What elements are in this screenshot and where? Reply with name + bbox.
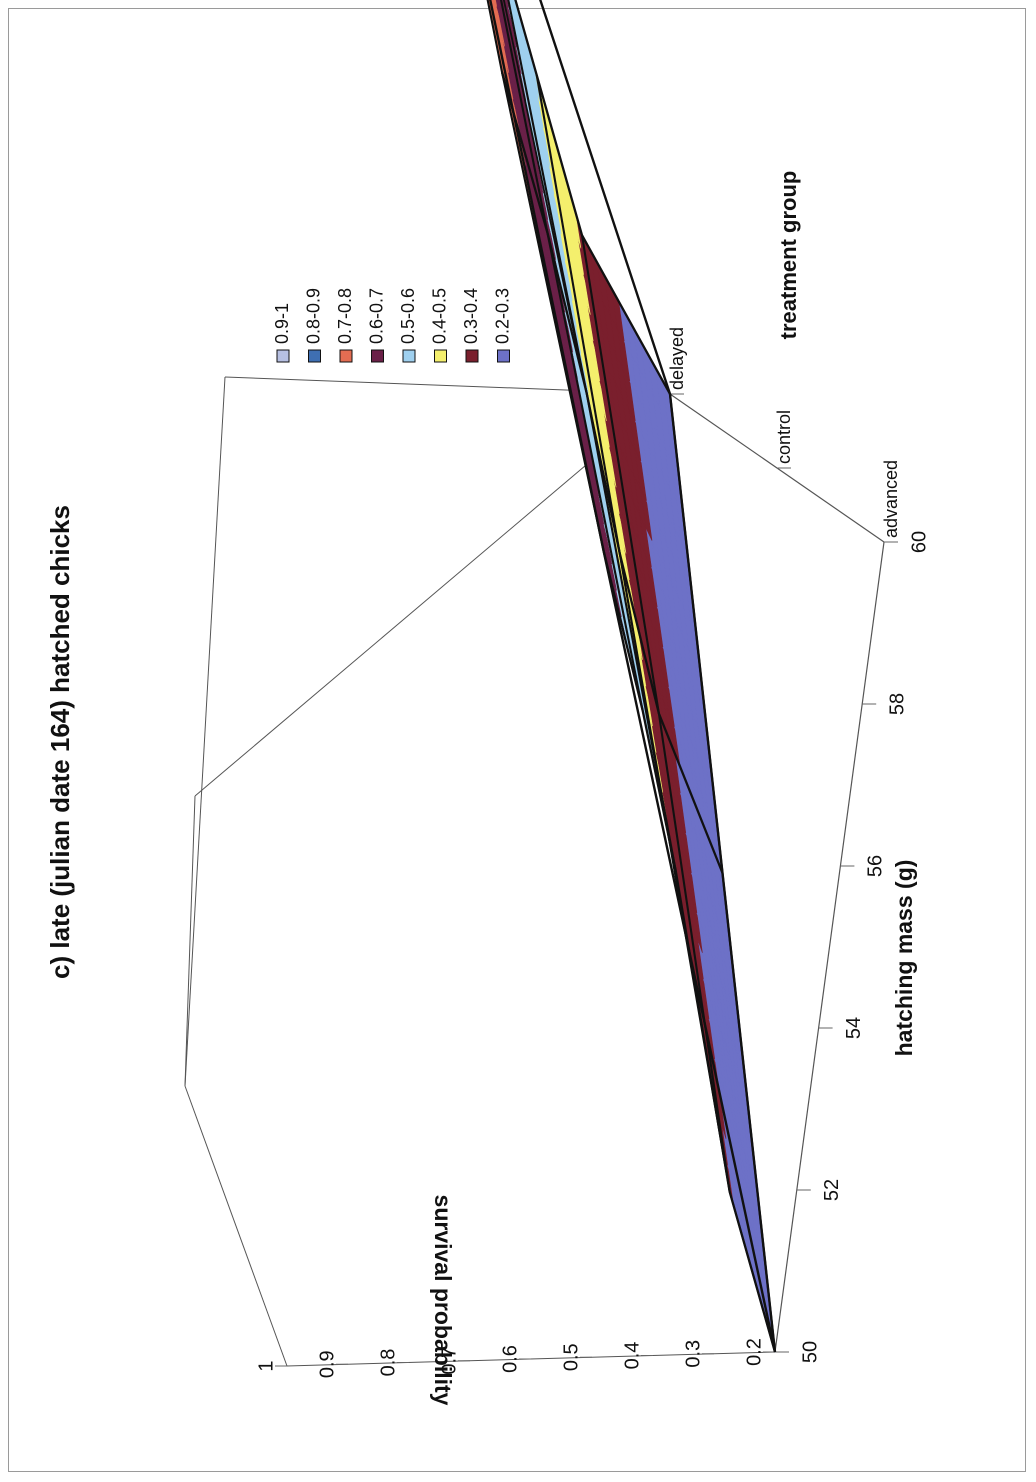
legend-swatch-0.4-0.5	[434, 349, 447, 363]
chart-title: c) late (julian date 164) hatched chicks	[45, 505, 75, 979]
x-axis-baseline	[774, 541, 885, 1353]
treatment-tick-label-advanced: advanced	[881, 460, 901, 538]
treatment-axis-label: treatment group	[776, 171, 801, 340]
legend-layer: 0.9-1 0.8-0.9 0.7-0.8 0.6-0.7 0.5-0.6 0.4-0.5…	[272, 288, 512, 363]
y-tick-label-0.3: 0.3	[682, 1340, 704, 1368]
legend-swatch-0.6-0.7	[371, 349, 384, 363]
y-tick-label-0.9: 0.9	[316, 1350, 338, 1378]
legend-swatch-0.2-0.3	[497, 349, 510, 363]
surface-layer	[486, 0, 777, 1353]
legend-swatch-0.3-0.4	[465, 349, 479, 363]
surface-cell-control-delayed-56-58-110	[506, 0, 509, 8]
legend-label-0.2-0.3: 0.2-0.3	[492, 288, 512, 344]
surface-cell-control-delayed-58-60-44	[491, 0, 494, 7]
legend-label-0.8-0.9: 0.8-0.9	[303, 288, 323, 344]
x-tick-label-50: 50	[799, 1341, 821, 1363]
treatment-tick-label-control: control	[774, 410, 794, 464]
axes-layer	[184, 376, 898, 1367]
y-tick-label-0.8: 0.8	[377, 1349, 399, 1377]
back-vertical-axis-left	[184, 795, 196, 1087]
y-tick-label-0.7: 0.7	[438, 1347, 460, 1375]
back-top-edge	[184, 376, 226, 1087]
front-top-edge	[184, 1085, 288, 1367]
surface-cell-control-delayed-58-60-62	[497, 0, 501, 7]
y-tick-label-0.5: 0.5	[560, 1343, 582, 1371]
legend-label-0.3-0.4: 0.3-0.4	[461, 288, 481, 344]
legend-swatch-0.9-1	[276, 349, 290, 363]
legend-swatch-0.5-0.6	[402, 349, 416, 363]
y-tick-label-0.4: 0.4	[621, 1342, 643, 1370]
y-tick-label-0.6: 0.6	[499, 1345, 521, 1373]
surface-outline	[489, 0, 777, 1353]
legend-swatch-0.7-0.8	[339, 349, 353, 363]
x-tick-label-58: 58	[886, 693, 908, 715]
surface-cell-control-delayed-58-60-53	[494, 0, 498, 7]
y-tick-label-0.2: 0.2	[743, 1338, 765, 1366]
y-tick-label-1: 1	[255, 1360, 277, 1371]
surface-cell-control-delayed-56-58-101	[504, 0, 508, 8]
legend-label-0.4-0.5: 0.4-0.5	[429, 288, 449, 344]
text-layer: 50 52 54 56 58 60 0.2 0.3 0.4 0.5 0.6 0.7 0.8 0.9 1 adv…	[45, 171, 930, 1406]
x-tick-label-60: 60	[908, 531, 930, 553]
legend-swatch-0.8-0.9	[308, 349, 321, 363]
y-axis-label: survival probability	[430, 1195, 456, 1406]
x-tick-label-54: 54	[843, 1017, 865, 1039]
treatment-tick-label-delayed: delayed	[667, 327, 687, 390]
legend-label-0.6-0.7: 0.6-0.7	[366, 288, 386, 344]
legend-label-0.9-1: 0.9-1	[272, 303, 292, 344]
surface-cell-control-delayed-54-56-140	[511, 0, 515, 9]
series-line-delayed	[514, 0, 672, 395]
legend-label-0.5-0.6: 0.5-0.6	[398, 288, 418, 344]
x-tick-label-56: 56	[865, 855, 887, 877]
x-axis-label: hatching mass (g)	[891, 860, 917, 1057]
mass-grid-line-58	[500, 0, 644, 711]
surface-diagonal-contour	[502, 0, 776, 1353]
legend-label-0.7-0.8: 0.7-0.8	[335, 288, 355, 344]
x-tick-label-52: 52	[821, 1179, 843, 1201]
